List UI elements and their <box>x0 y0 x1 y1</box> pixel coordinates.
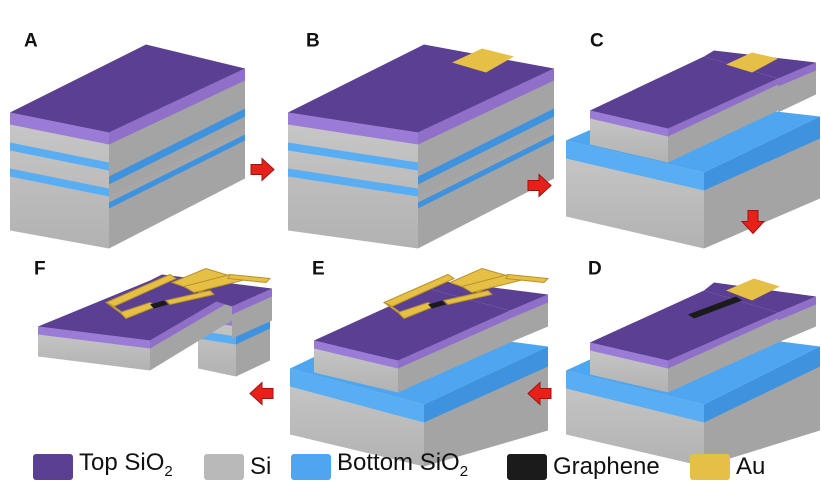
au-pad <box>726 278 780 301</box>
legend-item-au: Au <box>690 454 765 480</box>
legend-item-bottom-sio2: Bottom SiO2 <box>291 449 468 480</box>
step-e-panel: E <box>290 259 550 467</box>
step-f-label: F <box>34 259 46 280</box>
legend-item-si: Si <box>204 454 271 480</box>
arrow-right-icon <box>527 173 552 198</box>
legend-label-top-sio2: Top SiO2 <box>79 448 173 480</box>
legend-label-graphene: Graphene <box>553 453 660 480</box>
legend-item-graphene: Graphene <box>507 454 660 480</box>
step-f-wafer-stack <box>38 267 272 377</box>
step-d-panel: D <box>566 259 820 467</box>
step-a-label: A <box>24 31 38 52</box>
legend-swatch-au <box>690 454 730 480</box>
arrow-right-icon <box>250 157 275 182</box>
legend-item-top-sio2: Top SiO2 <box>33 449 173 480</box>
graphene-channel <box>428 300 446 309</box>
step-b-panel: B <box>288 31 554 249</box>
step-a-panel: A <box>10 31 245 249</box>
legend-label-bottom-sio2: Bottom SiO2 <box>337 448 469 480</box>
au-pad <box>452 48 514 73</box>
arrow-down-icon <box>740 210 766 235</box>
step-e-label: E <box>312 259 325 280</box>
step-c-wafer-stack <box>566 50 820 249</box>
step-b-label: B <box>306 31 320 52</box>
au-electrodes <box>104 267 272 320</box>
step-d-label: D <box>588 259 602 280</box>
process-arrows <box>249 157 766 406</box>
graphene-channel <box>150 300 168 309</box>
arrow-left-icon <box>527 381 552 406</box>
arrow-left-icon <box>249 381 274 406</box>
step-f-panel: F <box>34 259 272 377</box>
legend-swatch-bottom-sio2 <box>291 454 331 480</box>
legend: Top SiO2 Si Bottom SiO2 Graphene Au <box>0 446 821 487</box>
step-a-wafer-stack <box>10 44 245 249</box>
legend-swatch-top-sio2 <box>33 454 73 480</box>
graphene-strip <box>688 296 742 319</box>
legend-swatch-graphene <box>507 454 547 480</box>
step-e-wafer-stack <box>290 267 550 467</box>
legend-label-si: Si <box>250 453 272 480</box>
step-c-label: C <box>590 31 604 52</box>
legend-swatch-si <box>204 454 244 480</box>
au-pad <box>726 52 778 73</box>
legend-label-au: Au <box>736 453 766 480</box>
step-d-wafer-stack <box>566 278 820 467</box>
au-electrodes <box>382 267 550 320</box>
step-c-panel: C <box>566 31 820 249</box>
step-b-wafer-stack <box>288 44 554 249</box>
